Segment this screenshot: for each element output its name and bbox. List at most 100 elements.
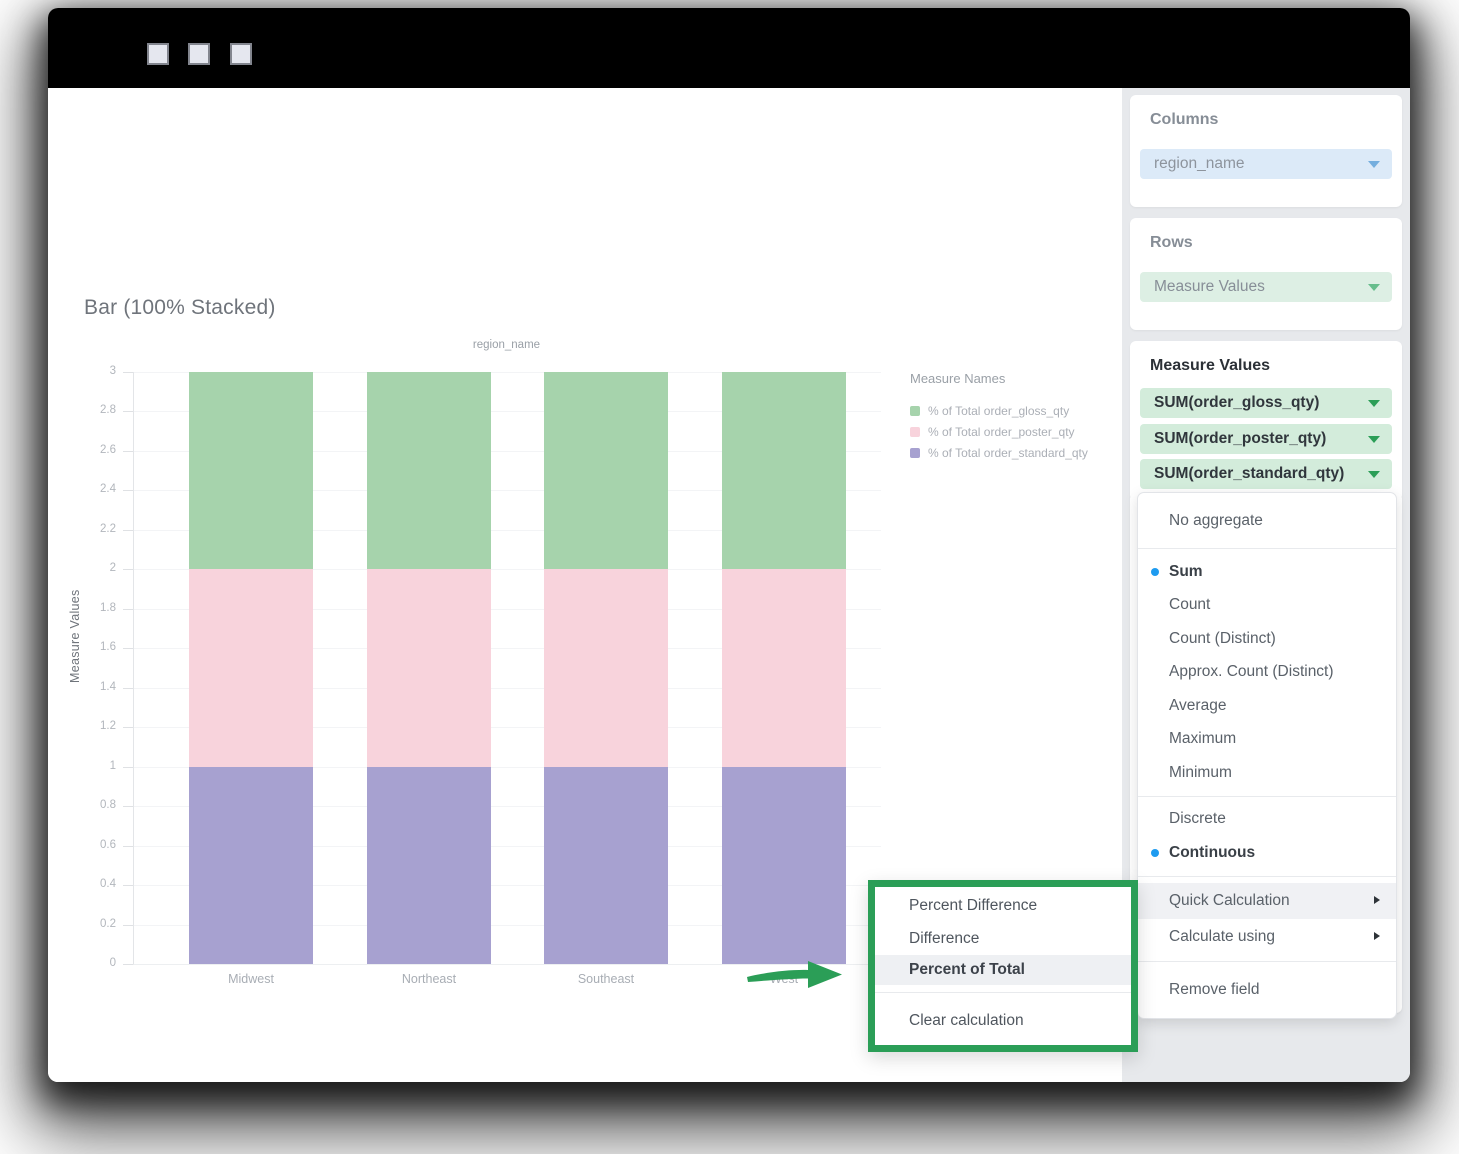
app-window: Bar (100% Stacked) region_name Measure V… [48,8,1410,1082]
chevron-down-icon[interactable] [1368,284,1380,291]
gridline [134,648,881,650]
bar-segment[interactable] [367,569,491,767]
menu-item-quick-calculation[interactable]: Quick Calculation [1138,882,1396,919]
menu-item-average[interactable]: Average [1138,689,1396,723]
window-button[interactable] [230,43,252,65]
gridline [134,806,881,808]
chart-area: Bar (100% Stacked) region_name Measure V… [48,88,1122,1082]
menu-item-label: Count [1169,596,1211,614]
window-button[interactable] [147,43,169,65]
submenu-item-label: Percent Difference [909,896,1038,914]
y-axis-tick [123,924,133,926]
bar-segment[interactable] [189,569,313,767]
menu-item-count[interactable]: Count [1138,589,1396,623]
bar-segment[interactable] [544,569,668,767]
legend-item: % of Total order_poster_qty [910,421,1120,442]
y-tick-label: 2.6 [100,443,116,456]
y-axis-tick [123,490,133,492]
gridline [134,411,881,413]
menu-item-no-aggregate[interactable]: No aggregate [1138,493,1396,548]
rows-label: Rows [1150,234,1193,251]
measure-pill-standard-label: SUM(order_standard_qty) [1154,465,1345,482]
menu-divider [1138,795,1396,797]
submenu-divider [875,992,1131,993]
x-axis-title: region_name [472,339,541,351]
menu-item-remove-field[interactable]: Remove field [1138,962,1396,1018]
chevron-down-icon[interactable] [1368,400,1380,407]
rows-card: Rows Measure Values [1130,218,1402,330]
chart-legend: Measure Names % of Total order_gloss_qty… [910,363,1120,463]
columns-card: Columns region_name [1130,95,1402,207]
quick-calculation-submenu: Percent Difference Difference Percent of… [868,880,1138,1052]
bar-segment[interactable] [544,766,668,964]
menu-item-maximum[interactable]: Maximum [1138,723,1396,757]
gridline [134,924,881,926]
gridline [134,845,881,847]
y-axis-tick [123,727,133,729]
measure-pill-gloss[interactable]: SUM(order_gloss_qty) [1140,388,1392,418]
y-tick-label: 1.6 [100,641,116,654]
menu-item-calculate-using[interactable]: Calculate using [1138,919,1396,955]
y-tick-label: 2.4 [100,483,116,496]
y-axis-tick [123,529,133,531]
menu-item-label: Sum [1169,562,1203,580]
measure-values-label: Measure Values [1150,357,1271,374]
bar-segment[interactable] [189,372,313,570]
legend-swatch-icon [910,447,920,458]
y-axis-tick [123,450,133,452]
y-axis-title: Measure Values [68,589,82,683]
legend-swatch-icon [910,426,920,437]
x-axis-label: Southeast [577,972,635,986]
submenu-arrow-icon [1374,896,1380,904]
chevron-down-icon[interactable] [1368,161,1380,168]
measure-pill-standard[interactable]: SUM(order_standard_qty) [1140,459,1392,489]
x-axis-label: Northeast [401,972,457,986]
y-axis-tick [123,885,133,887]
menu-item-discrete[interactable]: Discrete [1138,803,1396,837]
field-dropdown-menu: No aggregate Sum Count Count (Distinct) … [1137,492,1397,1019]
submenu-item-clear-calculation[interactable]: Clear calculation [875,1001,1131,1041]
menu-item-label: Count (Distinct) [1169,629,1276,647]
bar-segment[interactable] [722,569,846,767]
bar-segment[interactable] [367,766,491,964]
legend-items: % of Total order_gloss_qty % of Total ord… [910,400,1120,463]
y-axis-tick [123,411,133,413]
bar-segment[interactable] [544,372,668,570]
y-axis-tick [123,569,133,571]
menu-item-label: Average [1169,696,1227,714]
columns-field-pill[interactable]: region_name [1140,149,1392,179]
bar-segment[interactable] [722,766,846,964]
y-axis-tick [123,806,133,808]
bar-segment[interactable] [367,372,491,570]
y-tick-label: 0.6 [100,838,116,851]
y-axis-tick [123,964,133,965]
menu-item-label: Remove field [1169,980,1260,998]
chevron-down-icon[interactable] [1368,471,1380,478]
chevron-down-icon[interactable] [1368,436,1380,443]
menu-divider [1138,960,1396,962]
rows-field-pill[interactable]: Measure Values [1140,272,1392,302]
chart-title: Bar (100% Stacked) [84,296,276,319]
menu-item-label: Approx. Count (Distinct) [1169,663,1334,681]
bar-segment[interactable] [722,372,846,570]
menu-item-minimum[interactable]: Minimum [1138,756,1396,790]
menu-divider [1138,875,1396,877]
bar-segment[interactable] [189,766,313,964]
submenu-item-percent-difference[interactable]: Percent Difference [875,889,1131,922]
legend-item: % of Total order_standard_qty [910,442,1120,463]
window-button[interactable] [188,43,210,65]
gridline [134,608,881,610]
menu-item-approx-count-distinct[interactable]: Approx. Count (Distinct) [1138,656,1396,690]
submenu-item-difference[interactable]: Difference [875,922,1131,955]
menu-item-label: Minimum [1169,763,1232,781]
menu-item-continuous[interactable]: Continuous [1138,836,1396,870]
menu-item-count-distinct[interactable]: Count (Distinct) [1138,622,1396,656]
menu-item-sum[interactable]: Sum [1138,555,1396,589]
y-axis-tick [123,648,133,650]
gridline [134,687,881,689]
y-tick-label: 2 [109,562,116,575]
submenu-item-percent-of-total[interactable]: Percent of Total [875,955,1131,985]
gridline [134,450,881,452]
y-tick-label: 2.2 [100,522,116,535]
measure-pill-poster[interactable]: SUM(order_poster_qty) [1140,424,1392,454]
